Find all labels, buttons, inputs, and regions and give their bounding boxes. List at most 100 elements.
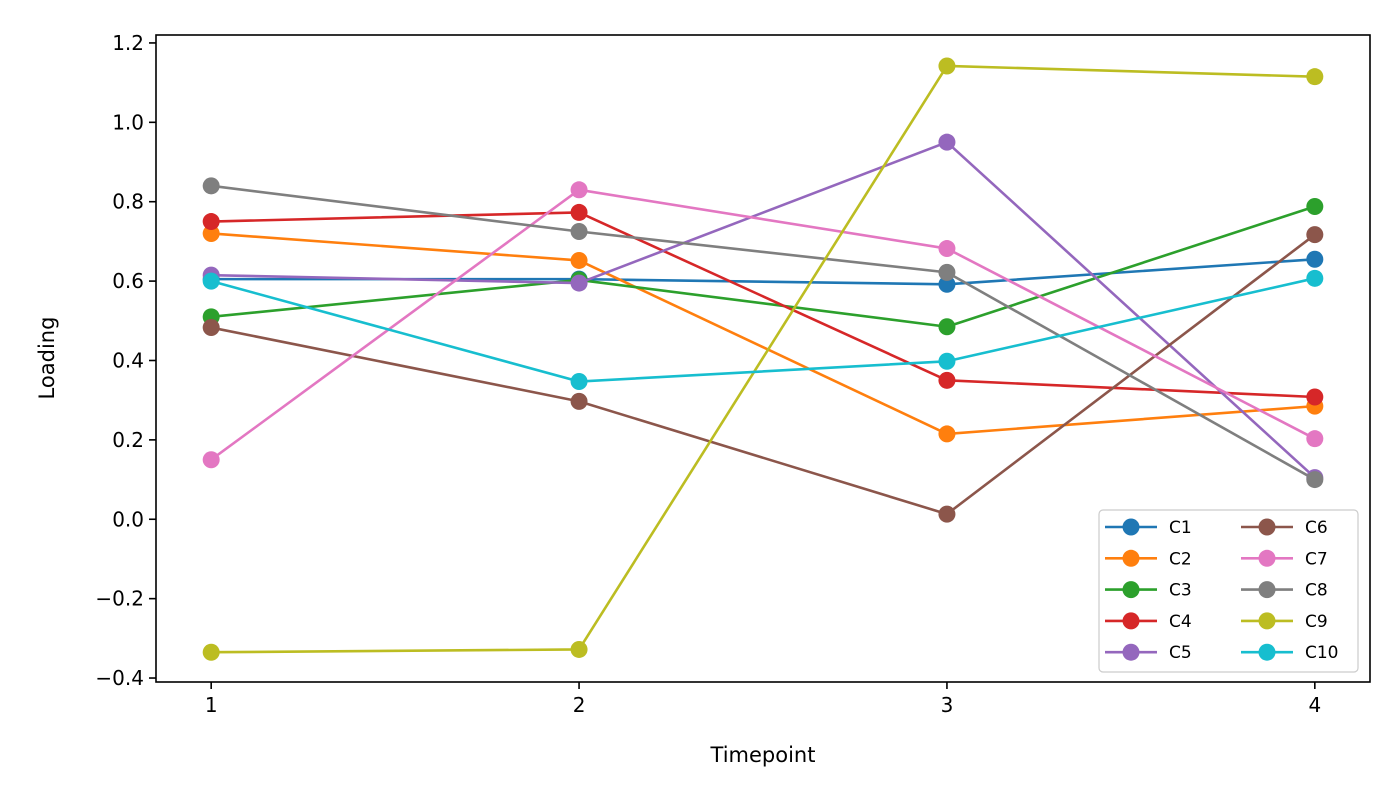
series-line: [210, 188, 1316, 461]
series-line: [211, 257, 1315, 286]
data-point: [1306, 197, 1324, 215]
series-c10: [202, 269, 1324, 391]
legend-item-c7: C7: [1241, 549, 1328, 569]
x-tick-label: 4: [1308, 693, 1321, 717]
legend-marker: [1122, 581, 1140, 599]
data-point: [938, 275, 956, 293]
y-tick-label: 0.0: [112, 507, 144, 531]
y-tick-label: 1.2: [112, 31, 144, 55]
data-point: [1306, 250, 1324, 268]
legend-item-c9: C9: [1241, 612, 1328, 632]
series-line: [210, 233, 1316, 516]
series-c4: [202, 203, 1324, 406]
data-point: [202, 451, 220, 469]
legend-marker: [1258, 518, 1276, 536]
legend-label: C7: [1305, 549, 1328, 569]
series-c7: [202, 181, 1324, 469]
series-c8: [202, 177, 1324, 489]
data-point: [938, 240, 956, 258]
data-point: [570, 181, 588, 199]
legend-label: C4: [1169, 612, 1192, 632]
data-point: [570, 203, 588, 221]
series-line: [211, 184, 1316, 481]
legend-item-c2: C2: [1105, 549, 1192, 569]
y-tick-label: −0.4: [95, 666, 144, 690]
data-point: [938, 263, 956, 281]
data-point: [938, 133, 956, 151]
y-axis: −0.4 −0.2 0.0 0.2 0.4 0.6 0.8 1.0 1.2: [95, 31, 156, 690]
data-point: [202, 272, 220, 290]
data-point: [202, 319, 220, 337]
y-tick-label: 0.4: [112, 348, 144, 372]
legend-label: C5: [1169, 643, 1192, 663]
data-point: [938, 318, 956, 336]
legend-marker: [1122, 518, 1140, 536]
series-c9: [202, 57, 1324, 661]
series-c5: [202, 133, 1324, 487]
legend-label: C6: [1305, 518, 1328, 538]
x-tick-label: 3: [941, 693, 954, 717]
x-tick-label: 1: [205, 693, 218, 717]
data-point: [202, 224, 220, 242]
data-point: [202, 213, 220, 231]
data-point: [1306, 430, 1324, 448]
series-c6: [202, 226, 1324, 523]
legend-label: C9: [1305, 612, 1328, 632]
legend-marker: [1122, 549, 1140, 567]
series-line: [211, 232, 1315, 436]
x-axis: 1 2 3 4: [205, 682, 1321, 717]
data-point: [938, 505, 956, 523]
legend-marker: [1258, 581, 1276, 599]
legend-item-c4: C4: [1105, 612, 1192, 632]
data-point: [570, 392, 588, 410]
y-tick-label: 0.2: [112, 428, 144, 452]
series-c1: [202, 250, 1324, 293]
legend-item-c6: C6: [1241, 518, 1328, 538]
series-line: [210, 277, 1316, 383]
data-point: [1306, 226, 1324, 244]
y-tick-label: 0.8: [112, 190, 144, 214]
x-tick-label: 2: [573, 693, 586, 717]
series-line: [211, 140, 1316, 479]
data-point: [1306, 269, 1324, 287]
x-axis-label: Timepoint: [710, 743, 816, 767]
data-point: [938, 57, 956, 75]
data-point: [570, 274, 588, 292]
series-line: [211, 205, 1316, 329]
legend-marker: [1258, 549, 1276, 567]
legend-marker: [1258, 643, 1276, 661]
legend: C1 C2 C3 C4 C5 C6 C7 C8 C9 C10: [1098, 509, 1359, 673]
y-axis-label: Loading: [35, 317, 59, 400]
legend-marker: [1258, 612, 1276, 630]
data-point: [570, 222, 588, 240]
legend-label: C3: [1169, 581, 1192, 601]
y-tick-label: 1.0: [112, 110, 144, 134]
data-point: [1306, 471, 1324, 489]
data-point: [202, 177, 220, 195]
legend-item-c8: C8: [1241, 581, 1328, 601]
data-point: [938, 352, 956, 370]
legend-label: C2: [1169, 549, 1192, 569]
legend-label: C10: [1305, 643, 1339, 663]
series-c2: [202, 224, 1324, 443]
legend-label: C8: [1305, 581, 1328, 601]
series-line: [211, 211, 1315, 399]
data-point: [1306, 68, 1324, 86]
series-layer: [202, 57, 1324, 661]
data-point: [202, 643, 220, 661]
series-line: [211, 64, 1315, 654]
data-point: [938, 371, 956, 389]
data-point: [570, 373, 588, 391]
legend-marker: [1122, 612, 1140, 630]
data-point: [570, 640, 588, 658]
y-tick-label: −0.2: [95, 587, 144, 611]
data-point: [570, 251, 588, 269]
y-tick-label: 0.6: [112, 269, 144, 293]
legend-marker: [1122, 643, 1140, 661]
legend-item-c10: C10: [1241, 643, 1339, 663]
legend-item-c1: C1: [1105, 518, 1192, 538]
legend-item-c5: C5: [1105, 643, 1192, 663]
data-point: [938, 425, 956, 443]
legend-label: C1: [1169, 518, 1192, 538]
